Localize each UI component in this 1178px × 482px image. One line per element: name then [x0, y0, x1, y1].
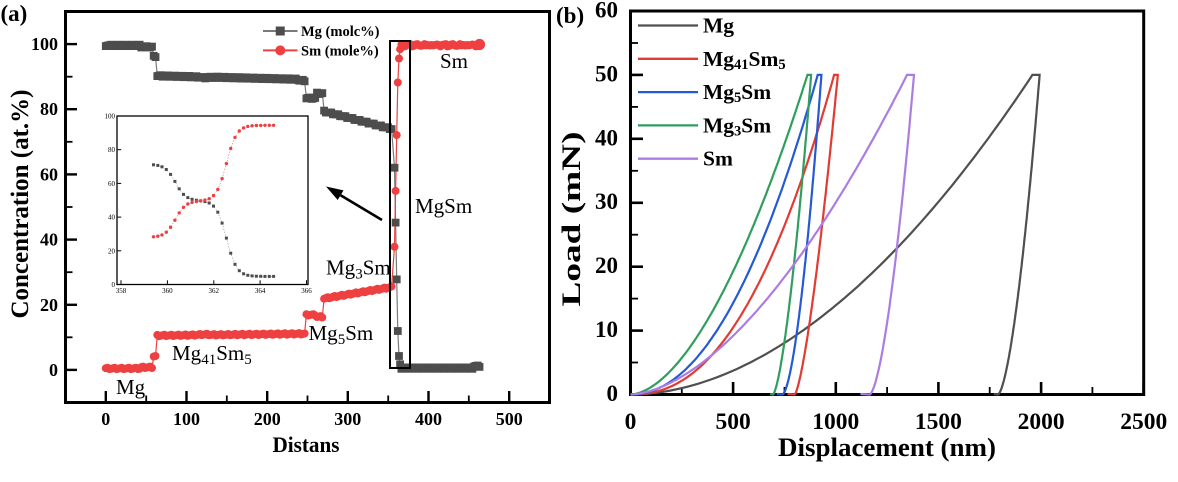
svg-text:(b): (b)	[556, 3, 584, 28]
svg-text:500: 500	[496, 409, 523, 429]
svg-text:Mg5Sm: Mg5Sm	[703, 80, 771, 106]
svg-text:80: 80	[108, 146, 116, 154]
svg-text:Sm: Sm	[703, 147, 733, 171]
svg-text:60: 60	[108, 180, 116, 188]
svg-text:20: 20	[40, 295, 58, 315]
svg-text:Load (mN): Load (mN)	[557, 132, 586, 307]
svg-text:Mg (molc%): Mg (molc%)	[301, 24, 380, 40]
svg-text:60: 60	[595, 0, 618, 23]
svg-text:364: 364	[255, 287, 266, 295]
svg-text:Mg3Sm: Mg3Sm	[326, 256, 391, 283]
svg-text:Concentration (at.%): Concentration (at.%)	[7, 90, 34, 319]
svg-text:100: 100	[31, 34, 58, 54]
svg-text:MgSm: MgSm	[415, 194, 472, 218]
svg-text:0: 0	[49, 360, 58, 380]
svg-text:40: 40	[595, 125, 618, 150]
svg-text:40: 40	[108, 214, 116, 222]
svg-text:366: 366	[301, 287, 312, 295]
svg-text:50: 50	[595, 61, 618, 86]
svg-text:400: 400	[415, 409, 442, 429]
svg-text:20: 20	[108, 247, 116, 255]
svg-text:Displacement (nm): Displacement (nm)	[778, 433, 996, 462]
svg-text:100: 100	[173, 409, 200, 429]
svg-text:2500: 2500	[1120, 409, 1167, 435]
svg-text:1500: 1500	[915, 409, 962, 435]
svg-text:80: 80	[40, 99, 58, 119]
svg-text:500: 500	[715, 409, 750, 435]
svg-text:Mg: Mg	[703, 14, 734, 38]
svg-text:Sm (mole%): Sm (mole%)	[301, 43, 379, 59]
svg-text:Mg41Sm5: Mg41Sm5	[172, 341, 252, 368]
svg-text:100: 100	[105, 113, 116, 121]
svg-text:Mg: Mg	[116, 375, 146, 399]
svg-text:Sm: Sm	[440, 49, 468, 73]
svg-text:Mg41Sm5: Mg41Sm5	[703, 47, 786, 73]
svg-text:Mg3Sm: Mg3Sm	[703, 113, 771, 139]
svg-text:360: 360	[162, 287, 173, 295]
svg-text:0: 0	[101, 409, 110, 429]
svg-text:358: 358	[116, 287, 127, 295]
svg-text:0: 0	[607, 381, 619, 406]
svg-text:0: 0	[112, 281, 116, 289]
svg-text:1000: 1000	[812, 409, 859, 435]
svg-text:30: 30	[595, 189, 618, 214]
svg-text:300: 300	[334, 409, 361, 429]
svg-text:362: 362	[209, 287, 220, 295]
svg-text:20: 20	[595, 253, 618, 278]
svg-text:(a): (a)	[1, 1, 28, 26]
svg-text:Mg5Sm: Mg5Sm	[309, 321, 374, 348]
svg-text:2000: 2000	[1018, 409, 1065, 435]
svg-text:200: 200	[254, 409, 281, 429]
svg-text:40: 40	[40, 230, 58, 250]
svg-text:60: 60	[40, 164, 58, 184]
svg-text:0: 0	[625, 409, 637, 435]
svg-text:10: 10	[595, 317, 618, 342]
svg-text:Distans: Distans	[273, 432, 340, 457]
